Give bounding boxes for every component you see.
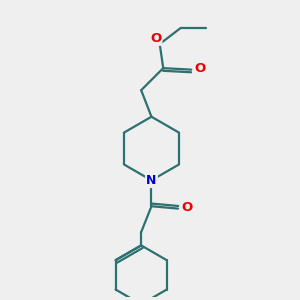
Text: O: O xyxy=(151,32,162,45)
Text: O: O xyxy=(182,201,193,214)
Text: O: O xyxy=(195,61,206,75)
Text: N: N xyxy=(146,174,157,187)
